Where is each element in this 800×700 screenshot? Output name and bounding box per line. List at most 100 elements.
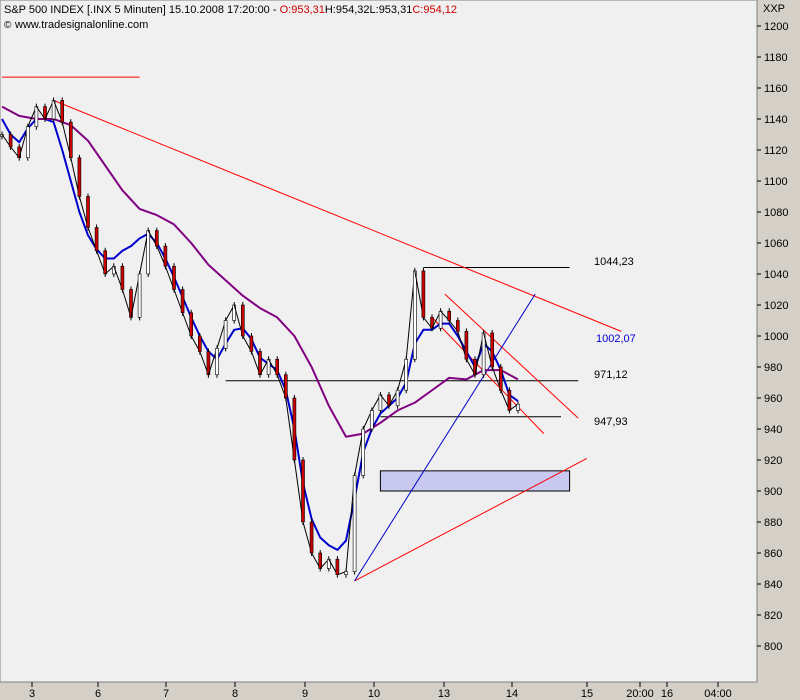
x-tick-label: 20:00 bbox=[626, 688, 654, 700]
candle-body[interactable] bbox=[421, 270, 426, 318]
candle-body[interactable] bbox=[137, 273, 142, 318]
red-trend-line[interactable] bbox=[53, 99, 622, 332]
candle-body[interactable] bbox=[292, 397, 297, 461]
candle-body[interactable] bbox=[352, 475, 357, 572]
candle-body[interactable] bbox=[172, 265, 176, 290]
candle-body[interactable] bbox=[412, 270, 417, 360]
candle-body[interactable] bbox=[120, 265, 125, 290]
header-close: C:954,12 bbox=[412, 4, 457, 16]
candle-body[interactable] bbox=[438, 310, 443, 329]
header-line-1: S&P 500 INDEX [.INX 5 Minuten] 15.10.200… bbox=[4, 4, 457, 16]
red-trend-line[interactable] bbox=[431, 317, 545, 434]
candle-body[interactable] bbox=[335, 558, 340, 576]
y-tick-label: 1060 bbox=[764, 238, 788, 250]
y-tick-label: 1160 bbox=[764, 83, 788, 95]
candle-body[interactable] bbox=[155, 230, 159, 247]
candle-body[interactable] bbox=[455, 320, 460, 332]
red-trend-line[interactable] bbox=[444, 293, 579, 419]
candle-body[interactable] bbox=[498, 366, 503, 391]
candle-body[interactable] bbox=[258, 351, 262, 376]
candle-body[interactable] bbox=[404, 358, 409, 391]
candle-body[interactable] bbox=[395, 389, 400, 407]
y-tick-label: 960 bbox=[764, 393, 782, 405]
candle-layer bbox=[0, 97, 520, 578]
level-label-layer: 1044,23 1002,07 971,12 947,93 bbox=[594, 256, 636, 428]
candle-body[interactable] bbox=[309, 521, 314, 554]
y-tick-label: 1200 bbox=[764, 21, 788, 33]
x-tick-label: 6 bbox=[95, 688, 101, 700]
candle-body[interactable] bbox=[369, 410, 374, 430]
candle-body[interactable] bbox=[249, 335, 254, 352]
x-tick-label: 10 bbox=[368, 688, 380, 700]
candle-body[interactable] bbox=[146, 230, 150, 275]
candle-body[interactable] bbox=[77, 157, 82, 197]
candle-body[interactable] bbox=[507, 389, 512, 411]
header-high: H:954,32 bbox=[325, 4, 370, 16]
candle-body[interactable] bbox=[94, 227, 99, 252]
candle-body[interactable] bbox=[189, 312, 193, 337]
candle-body[interactable] bbox=[8, 134, 13, 148]
candle-body[interactable] bbox=[198, 335, 202, 352]
zone-layer bbox=[379, 470, 571, 492]
candle-body[interactable] bbox=[275, 358, 280, 376]
candle-body[interactable] bbox=[163, 245, 168, 267]
candle-body[interactable] bbox=[301, 459, 305, 523]
candle-body[interactable] bbox=[86, 196, 90, 228]
candle-body[interactable] bbox=[103, 250, 107, 275]
x-tick-label: 15 bbox=[581, 688, 593, 700]
candle-body[interactable] bbox=[34, 106, 39, 128]
y-tick-label: 1020 bbox=[764, 300, 788, 312]
y-tick-label: 940 bbox=[764, 424, 782, 436]
level-label: 1002,07 bbox=[596, 333, 636, 345]
header-open: O:953,31 bbox=[280, 4, 325, 16]
x-tick-label: 9 bbox=[302, 688, 308, 700]
candle-body[interactable] bbox=[69, 121, 73, 159]
candle-body[interactable] bbox=[60, 100, 65, 123]
y-tick-label: 800 bbox=[764, 641, 782, 653]
y-tick-label: 1100 bbox=[764, 176, 788, 188]
candle-body[interactable] bbox=[241, 304, 245, 337]
candle-body[interactable] bbox=[490, 332, 495, 368]
blue-trend-line[interactable] bbox=[354, 293, 536, 582]
x-tick-label: 14 bbox=[506, 688, 518, 700]
y-tick-label: 820 bbox=[764, 610, 782, 622]
y-tick-label: 1180 bbox=[764, 52, 788, 64]
y-tick-label: 1120 bbox=[764, 145, 788, 157]
y-tick-label: 1040 bbox=[764, 269, 788, 281]
support-zone[interactable] bbox=[379, 470, 571, 492]
x-axis: 3 6 7 8 9 10 13 14 15 20:00 16 04:00 bbox=[29, 682, 732, 700]
y-tick-label: 880 bbox=[764, 517, 782, 529]
slow-moving-average-line[interactable] bbox=[1, 105, 519, 438]
level-label: 971,12 bbox=[594, 369, 628, 381]
y-tick-label: 900 bbox=[764, 486, 782, 498]
candle-body[interactable] bbox=[344, 571, 348, 575]
candle-body[interactable] bbox=[223, 320, 228, 349]
red-trend-line[interactable] bbox=[354, 458, 588, 582]
candle-body[interactable] bbox=[318, 552, 323, 569]
candle-body[interactable] bbox=[180, 289, 185, 314]
y-tick-label: 1000 bbox=[764, 331, 788, 343]
symbol-label: XXP bbox=[763, 3, 785, 15]
header-low: L:953,31 bbox=[370, 4, 413, 16]
candle-body[interactable] bbox=[516, 403, 520, 411]
x-tick-label: 04:00 bbox=[704, 688, 732, 700]
trend-line-layer bbox=[2, 76, 622, 582]
candle-body[interactable] bbox=[361, 428, 366, 476]
y-tick-label: 840 bbox=[764, 579, 782, 591]
candle-body[interactable] bbox=[215, 348, 219, 376]
candle-body[interactable] bbox=[378, 394, 383, 411]
chart-header: S&P 500 INDEX [.INX 5 Minuten] 15.10.200… bbox=[4, 3, 785, 31]
candle-body[interactable] bbox=[283, 374, 288, 399]
y-tick-label: 1140 bbox=[764, 114, 788, 126]
y-axis: 800 820 840 860 880 900 920 940 960 980 1000 1020 10… bbox=[757, 21, 788, 653]
candle-body[interactable] bbox=[25, 126, 30, 159]
plot-area[interactable] bbox=[0, 0, 758, 683]
y-tick-label: 980 bbox=[764, 362, 782, 374]
y-tick-label: 920 bbox=[764, 455, 782, 467]
level-label: 1044,23 bbox=[594, 256, 634, 268]
candle-body[interactable] bbox=[481, 332, 486, 376]
candle-body[interactable] bbox=[447, 310, 452, 321]
website-icon: © bbox=[4, 20, 12, 31]
candle-body[interactable] bbox=[464, 331, 469, 360]
